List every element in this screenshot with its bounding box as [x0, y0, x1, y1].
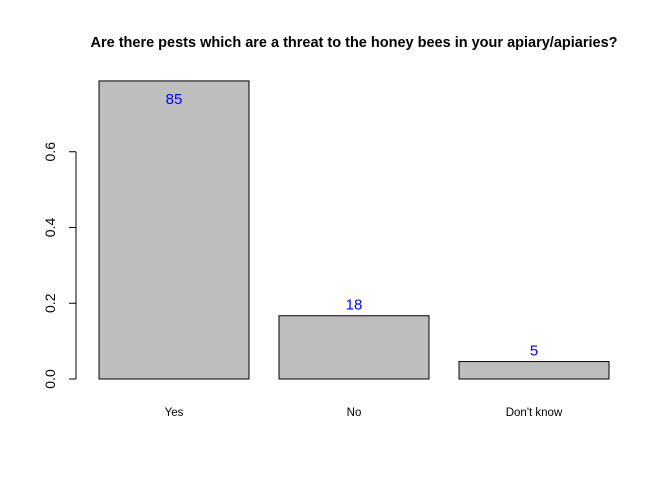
bar-count-label: 85: [166, 91, 183, 108]
bar-count-label: 18: [346, 297, 363, 314]
x-category-label: Don't know: [506, 407, 563, 419]
x-labels-group: Yes No Don't know: [165, 407, 563, 419]
bar: [98, 80, 250, 380]
y-tick-label: 0.4: [42, 218, 58, 238]
bar-count-label: 5: [530, 343, 538, 360]
y-tick-label: 0.0: [42, 369, 58, 389]
x-category-label: No: [347, 407, 362, 419]
chart-title: Are there pests which are a threat to th…: [90, 35, 617, 51]
y-axis: 0.0 0.2 0.4 0.6: [42, 142, 77, 389]
bar: [458, 361, 610, 380]
bar: [278, 315, 430, 380]
bars-group: [98, 80, 610, 380]
y-tick-label: 0.6: [42, 142, 58, 162]
x-category-label: Yes: [165, 407, 184, 419]
y-tick-label: 0.2: [42, 293, 58, 313]
bar-labels-group: 85 18 5: [166, 91, 539, 360]
